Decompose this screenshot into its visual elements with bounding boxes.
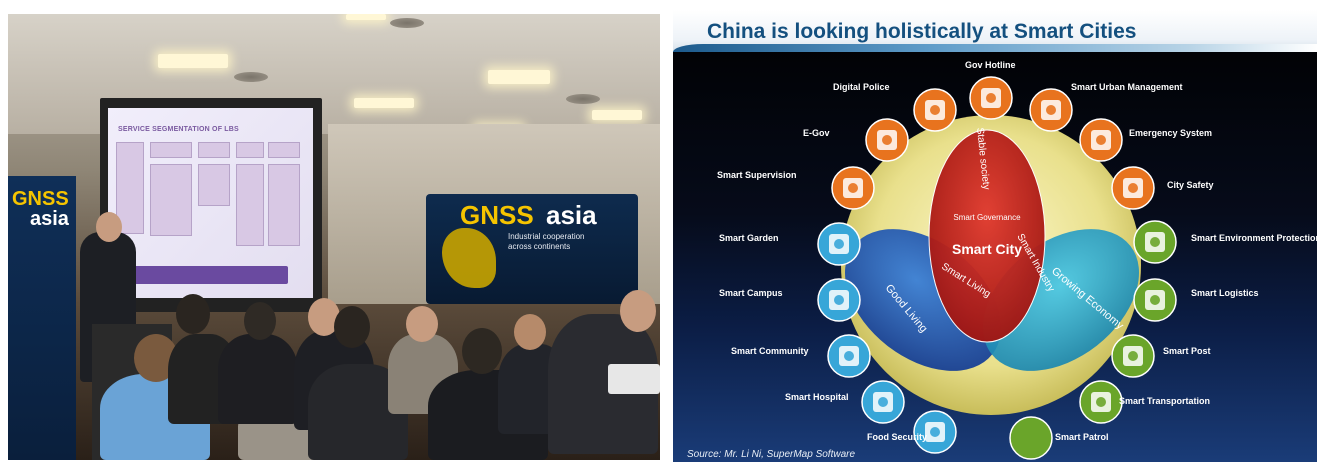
stable-society-ellipse	[928, 129, 1046, 343]
service-icon-city-safety	[1111, 166, 1155, 210]
label-smart-governance: Smart Governance	[953, 213, 1021, 222]
service-label-smart-campus: Smart Campus	[719, 288, 783, 298]
screen-heading: SERVICE SEGMENTATION OF LBS	[118, 126, 239, 133]
audience-head	[620, 290, 656, 332]
service-label-smart-supervision: Smart Supervision	[717, 170, 797, 180]
service-label-smart-community: Smart Community	[731, 346, 809, 356]
service-icon-smart-garden	[817, 222, 861, 266]
conference-photo: SERVICE SEGMENTATION OF LBS GNSS asia GN…	[8, 14, 660, 460]
ceiling-vent	[390, 18, 424, 28]
service-icon-smart-supervision	[831, 166, 875, 210]
service-label-city-safety: City Safety	[1167, 180, 1214, 190]
slide-source: Source: Mr. Li Ni, SuperMap Software	[687, 449, 856, 460]
ceiling-vent	[566, 94, 600, 104]
service-icon-smart-urban-management	[1029, 88, 1073, 132]
service-label-e-gov: E-Gov	[803, 128, 830, 138]
ceiling-vent	[234, 72, 268, 82]
screen-block	[150, 164, 192, 236]
service-icon-gov-hotline	[969, 76, 1013, 120]
screen-block	[150, 142, 192, 158]
service-label-digital-police: Digital Police	[833, 82, 890, 92]
service-label-smart-urban-management: Smart Urban Management	[1071, 82, 1183, 92]
ceiling-light	[354, 98, 414, 108]
gnss-asia-banner-left	[8, 176, 76, 460]
service-label-smart-post: Smart Post	[1163, 346, 1211, 356]
ceiling-light	[158, 54, 228, 68]
service-label-smart-environment-protection: Smart Environment Protection	[1191, 233, 1317, 243]
europe-map-shape	[442, 228, 496, 288]
projector	[608, 364, 660, 394]
speaker-head	[96, 212, 122, 242]
service-icon-smart-post	[1111, 334, 1155, 378]
banner-right-gnss: GNSS	[460, 200, 534, 230]
slide-header	[673, 10, 1317, 52]
projection-screen: SERVICE SEGMENTATION OF LBS	[108, 108, 313, 298]
screen-block	[198, 164, 230, 206]
screen-block	[236, 164, 264, 246]
audience-head	[462, 328, 502, 374]
service-icon-digital-police	[913, 88, 957, 132]
service-label-smart-garden: Smart Garden	[719, 233, 779, 243]
slide-title: China is looking holistically at Smart C…	[707, 20, 1137, 43]
service-icon-smart-environment-protection	[1133, 220, 1177, 264]
screen-highlight-bar	[128, 266, 288, 284]
audience-head	[334, 306, 370, 348]
ceiling-light	[346, 14, 386, 20]
service-icon-smart-transportation	[1079, 380, 1123, 424]
audience-member	[218, 334, 298, 424]
banner-left-gnss: GNSS	[12, 188, 69, 210]
screen-block	[116, 142, 144, 234]
service-icon-smart-campus	[817, 278, 861, 322]
service-label-smart-transportation: Smart Transportation	[1119, 396, 1211, 406]
banner-left-asia: asia	[30, 208, 69, 230]
service-icon-smart-logistics	[1133, 278, 1177, 322]
ceiling-light	[488, 70, 550, 84]
service-label-smart-patrol: Smart Patrol	[1055, 432, 1109, 442]
service-icon-smart-hospital	[861, 380, 905, 424]
service-icon-smart-community	[827, 334, 871, 378]
screen-block	[268, 142, 300, 158]
banner-right-asia: asia	[546, 200, 597, 230]
banner-right-tagline: Industrial cooperation across continents	[508, 232, 585, 251]
ceiling-light	[592, 110, 642, 120]
audience-head	[514, 314, 546, 350]
service-icon-food-security	[913, 410, 957, 454]
service-label-smart-logistics: Smart Logistics	[1191, 288, 1259, 298]
service-label-gov-hotline: Gov Hotline	[965, 60, 1016, 70]
service-icon-emergency-system	[1079, 118, 1123, 162]
smart-cities-slide: China is looking holistically at Smart C…	[673, 10, 1317, 462]
label-smart-city: Smart City	[952, 241, 1022, 257]
audience-head	[406, 306, 438, 342]
service-icon-e-gov	[865, 118, 909, 162]
audience-head	[244, 302, 276, 340]
screen-block	[236, 142, 264, 158]
screen-block	[198, 142, 230, 158]
smart-city-diagram: Smart Governance Smart City Smart Living…	[817, 76, 1177, 460]
screen-block	[268, 164, 300, 246]
audience-head	[176, 294, 210, 334]
service-label-emergency-system: Emergency System	[1129, 128, 1213, 138]
service-label-food-security: Food Security	[867, 432, 928, 442]
service-icon-smart-patrol	[1009, 416, 1053, 460]
service-label-smart-hospital: Smart Hospital	[785, 392, 849, 402]
